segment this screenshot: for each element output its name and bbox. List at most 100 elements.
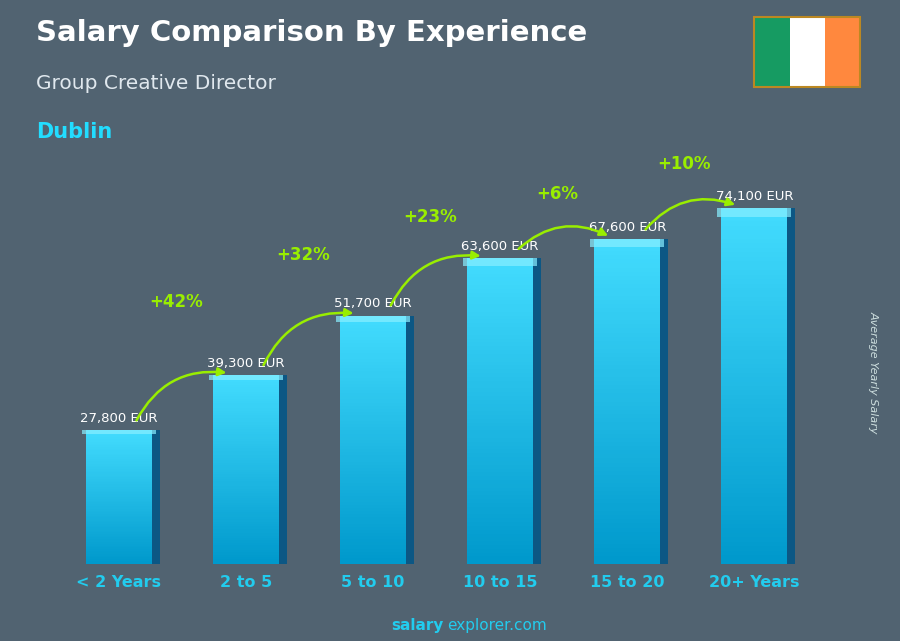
Bar	[86, 445, 152, 447]
Bar	[467, 281, 533, 285]
Bar	[86, 536, 152, 537]
Bar	[594, 454, 661, 458]
Bar	[594, 308, 661, 312]
Bar	[86, 470, 152, 472]
Bar	[594, 410, 661, 414]
Bar	[212, 392, 279, 394]
Bar	[721, 515, 788, 520]
Bar	[467, 297, 533, 301]
Bar	[721, 493, 788, 497]
Bar	[340, 371, 406, 374]
Bar	[212, 387, 279, 389]
Bar	[86, 532, 152, 534]
Bar	[467, 560, 533, 564]
Bar	[340, 480, 406, 483]
Bar	[340, 369, 406, 371]
Bar	[152, 431, 159, 564]
Bar	[467, 285, 533, 289]
Bar	[340, 471, 406, 474]
Bar	[594, 340, 661, 345]
Bar	[212, 495, 279, 498]
Bar	[209, 375, 283, 380]
Bar	[467, 304, 533, 308]
Bar	[86, 472, 152, 474]
Bar	[467, 533, 533, 537]
Bar	[594, 487, 661, 491]
Bar	[721, 439, 788, 444]
Bar	[463, 258, 537, 266]
Bar	[467, 476, 533, 480]
Bar	[340, 554, 406, 558]
Bar	[594, 401, 661, 406]
Bar	[594, 451, 661, 454]
Bar	[467, 518, 533, 522]
Bar	[721, 342, 788, 346]
Bar	[340, 499, 406, 502]
Bar	[721, 306, 788, 310]
Bar	[594, 483, 661, 487]
Bar	[212, 531, 279, 533]
Bar	[594, 422, 661, 426]
Bar	[594, 479, 661, 483]
Bar	[594, 512, 661, 515]
Bar	[721, 533, 788, 537]
Bar	[721, 506, 788, 511]
Bar	[721, 422, 788, 426]
Bar	[467, 262, 533, 266]
Bar	[86, 490, 152, 492]
Bar	[467, 514, 533, 518]
Bar	[467, 289, 533, 293]
Bar	[721, 537, 788, 542]
Bar	[467, 461, 533, 465]
Bar	[86, 519, 152, 520]
Bar	[86, 462, 152, 464]
Bar	[340, 381, 406, 384]
Bar	[721, 395, 788, 399]
Bar	[212, 425, 279, 427]
Bar	[340, 483, 406, 487]
Bar	[594, 548, 661, 552]
Bar	[340, 399, 406, 403]
Bar	[340, 384, 406, 387]
Bar	[594, 312, 661, 316]
Bar	[86, 479, 152, 481]
Bar	[594, 531, 661, 536]
Bar	[467, 270, 533, 274]
Text: Salary Comparison By Experience: Salary Comparison By Experience	[36, 19, 587, 47]
Bar	[721, 283, 788, 288]
Bar	[594, 458, 661, 463]
Bar	[721, 248, 788, 253]
Bar	[86, 492, 152, 494]
Bar	[467, 381, 533, 385]
Bar	[86, 556, 152, 558]
Bar	[594, 243, 661, 247]
Bar	[467, 319, 533, 323]
Bar	[212, 519, 279, 522]
Bar	[467, 323, 533, 327]
Bar	[594, 365, 661, 369]
Bar	[86, 452, 152, 454]
Bar	[594, 524, 661, 528]
Bar	[86, 457, 152, 459]
Bar	[594, 434, 661, 438]
Bar	[721, 560, 788, 564]
Bar	[340, 539, 406, 542]
Bar	[340, 433, 406, 437]
Bar	[594, 324, 661, 328]
Bar	[594, 247, 661, 251]
Bar	[467, 373, 533, 377]
Bar	[340, 446, 406, 449]
Bar	[86, 467, 152, 469]
Bar	[86, 489, 152, 490]
Bar	[86, 460, 152, 462]
Bar	[340, 490, 406, 493]
Bar	[340, 334, 406, 337]
Bar	[86, 534, 152, 536]
Bar	[721, 386, 788, 390]
Bar	[721, 488, 788, 493]
Bar	[212, 432, 279, 434]
Bar	[86, 482, 152, 484]
Bar	[594, 320, 661, 324]
Bar	[467, 511, 533, 514]
Bar	[212, 488, 279, 491]
